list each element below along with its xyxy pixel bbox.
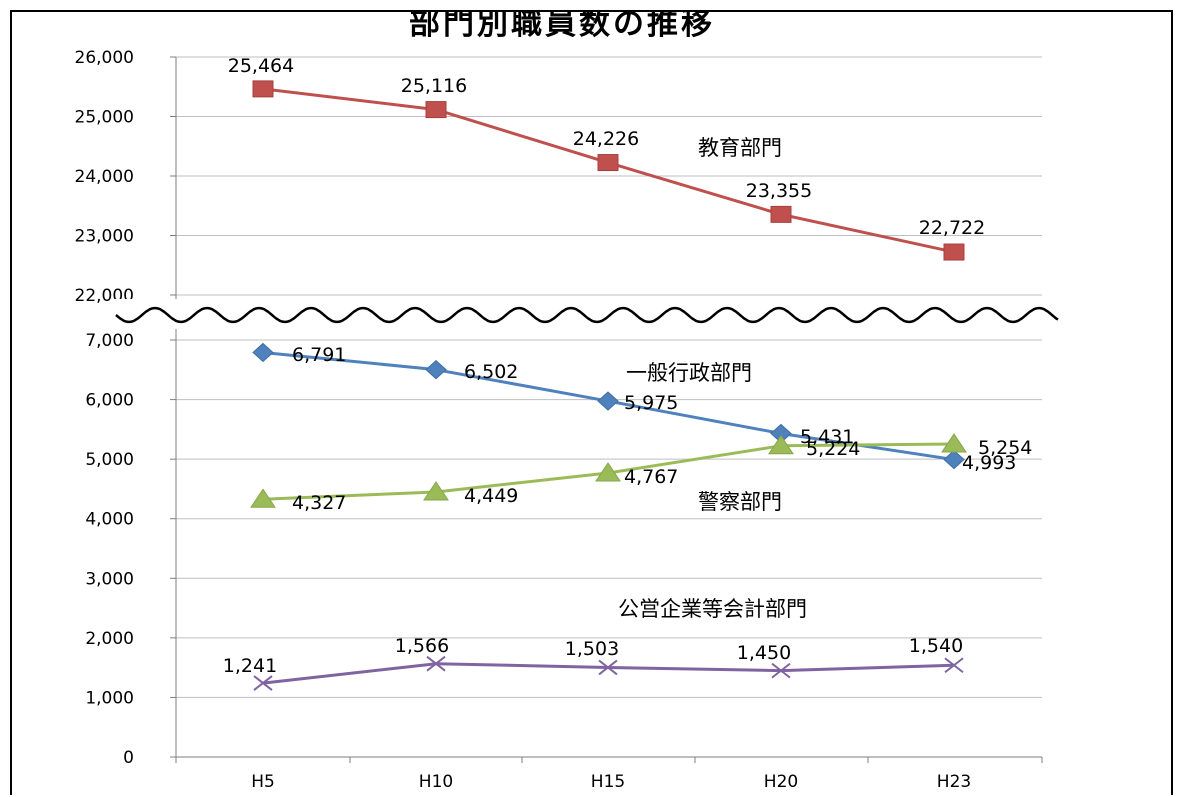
data-point-triangle [423,481,449,501]
data-label: 25,464 [228,55,294,77]
data-label: 5,254 [978,437,1032,459]
y-tick-label: 26,000 [75,48,134,68]
data-label: 1,450 [737,642,791,664]
y-tick-label: 6,000 [85,391,134,411]
y-tick-label: 24,000 [75,167,134,187]
data-point-triangle [768,434,794,455]
series-label: 一般行政部門 [626,361,752,385]
data-label: 25,116 [401,75,467,97]
y-tick-label: 7,000 [85,331,134,351]
data-point-triangle [250,488,276,508]
axes [170,56,1043,763]
data-point-x [426,655,446,672]
data-label: 5,224 [806,438,860,460]
data-label: 23,355 [746,180,812,202]
y-tick-label: 3,000 [85,569,134,589]
series-square [252,80,965,261]
data-label: 4,993 [962,452,1016,474]
data-label: 6,791 [292,344,346,366]
axis-break-wave [115,306,1059,324]
x-tick-label: H23 [937,772,971,792]
y-tick-label: 4,000 [85,510,134,530]
y-tick-label: 23,000 [75,227,134,247]
y-tick-labels: 01,0002,0003,0004,0005,0006,0007,00022,0… [75,48,134,768]
data-label: 4,449 [464,485,518,507]
axis-break [114,299,1059,329]
data-labels: 25,464 25,116 24,226 23,355 22,722 6,791 6,502… [223,55,1033,677]
data-label: 24,226 [573,128,639,150]
chart-title: 部門別職員数の推移 [409,12,715,42]
series-label: 公営企業等会計部門 [618,597,807,621]
series-group [250,80,967,691]
series-label: 警察部門 [698,490,782,514]
data-point-x [771,662,791,679]
data-point-diamond [252,342,274,363]
data-point-diamond [597,391,619,411]
data-label: 22,722 [919,217,985,239]
data-label: 4,767 [624,466,678,488]
data-label: 5,431 [800,426,854,448]
data-point-x [944,657,964,674]
data-point-square [770,205,792,223]
y-tick-label: 5,000 [85,450,134,470]
x-tick-labels: H5 H10 H15 H20 H23 [251,772,971,792]
series-triangle [250,433,967,508]
data-point-triangle [595,462,621,482]
y-tick-label: 2,000 [85,629,134,649]
data-point-square [943,243,965,261]
series-label: 教育部門 [698,136,782,160]
line-chart: 部門別職員数の推移 0 1,000 2,000 3,000 4,000 5,000 6,00… [75,12,1059,792]
data-point-x [598,659,618,676]
series-x [253,655,964,691]
x-tick-label: H20 [764,772,798,792]
data-point-square [425,101,447,119]
chart-frame: 部門別職員数の推移 0 1,000 2,000 3,000 4,000 5,000 6,00… [10,10,1173,795]
data-label: 1,503 [565,638,619,660]
data-point-square [252,80,274,98]
y-tick-label: 0 [123,748,134,768]
data-label: 6,502 [464,361,518,383]
data-point-triangle [941,433,967,453]
data-point-diamond [943,449,965,470]
data-label: 1,566 [395,635,449,657]
data-label: 1,540 [909,635,963,657]
data-label: 4,327 [292,492,346,514]
x-tick-label: H5 [251,772,275,792]
y-tick-label: 25,000 [75,108,134,128]
data-label: 1,241 [223,655,277,677]
data-point-diamond [425,359,447,380]
x-tick-label: H15 [591,772,625,792]
data-point-square [597,154,619,172]
y-tick-label: 1,000 [85,688,134,708]
data-label: 5,975 [624,392,678,414]
x-tick-label: H10 [419,772,453,792]
gridlines [176,56,1042,698]
data-point-x [253,675,273,691]
